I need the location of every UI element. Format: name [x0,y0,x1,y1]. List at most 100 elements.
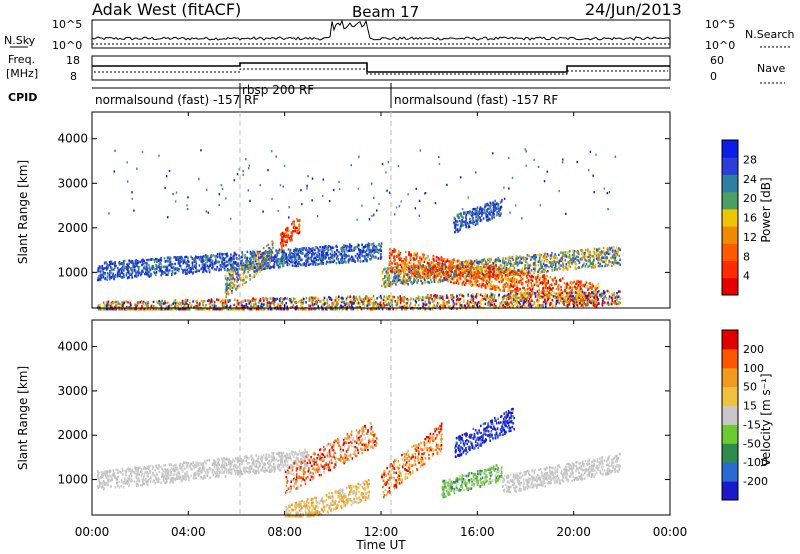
echo-cell [240,260,242,263]
echo-cell [529,272,531,275]
echo-cell [120,262,122,265]
echo-cell [243,271,245,275]
echo-cell [396,262,399,265]
echo-cell [223,258,225,261]
echo-cell [194,257,196,261]
echo-cell [468,282,470,285]
echo-cell [542,303,544,306]
echo-cell [331,260,334,264]
echo-cell [114,275,117,278]
echo-cell [316,303,319,306]
echo-cell [457,228,459,231]
echo-cell [453,221,455,224]
echo-cell [579,258,582,261]
echo-cell [336,257,339,261]
echo-cell [533,267,535,270]
echo-cell [162,265,165,269]
echo-cell [514,273,516,276]
echo-cell [589,286,591,289]
echo-cell [263,264,265,267]
echo-cell [493,275,496,278]
echo-cell [575,291,578,295]
echo-cell [145,271,147,274]
echo-cell [232,277,235,280]
echo-cell [222,252,225,256]
echo-cell [388,261,391,264]
echo-cell [456,214,459,217]
echo-cell [340,258,342,261]
echo-cell [348,303,350,307]
echo-cell [565,292,568,295]
echo-cell [489,264,492,268]
echo-cell [424,269,427,273]
echo-cell [413,264,415,267]
echo-cell [346,254,349,258]
echo-cell [434,268,436,272]
echo-cell [238,254,240,257]
echo-cell [501,259,504,262]
echo-cell [466,262,468,265]
echo-cell [285,240,287,243]
echo-cell [225,283,227,286]
echo-cell [241,268,243,271]
echo-cell [530,269,533,272]
echo-cell [325,256,327,259]
echo-cell [387,283,390,286]
echo-cell [117,273,119,276]
echo-cell [236,279,238,282]
echo-cell [478,262,480,265]
echo-cell [131,264,134,268]
echo-cell [281,239,283,243]
echo-cell [579,285,582,289]
echo-cell [499,273,501,276]
echo-cell [425,303,428,306]
echo-cell [500,271,502,274]
echo-cell [220,299,223,302]
echo-cell [514,284,516,287]
echo-cell [491,263,493,267]
echo-cell [404,297,406,300]
echo-cell [244,268,247,271]
echo-cell [547,279,550,283]
echo-cell [367,242,370,245]
echo-cell [298,248,300,251]
echo-cell [405,269,407,273]
echo-cell [148,275,151,278]
echo-cell [490,203,493,206]
echo-cell [351,249,354,252]
echo-cell [475,261,478,264]
echo-cell [555,282,557,286]
echo-cell [126,263,128,266]
echo-cell [451,270,454,274]
echo-cell [262,254,265,258]
echo-cell [334,253,336,257]
echo-cell [505,274,507,277]
echo-cell [597,258,599,262]
echo-cell [441,257,444,260]
echo-cell [596,286,598,290]
echo-cell [254,255,256,259]
echo-cell [521,277,524,281]
echo-cell [459,271,462,274]
echo-cell [326,298,328,301]
echo-cell [446,267,448,271]
echo-cell [525,270,528,273]
echo-cell [478,300,481,304]
echo-cell [475,283,478,286]
echo-cell [537,284,540,288]
echo-cell [342,248,345,251]
echo-cell [248,268,251,272]
echo-cell [424,257,426,260]
echo-cell [587,255,589,259]
echo-cell [464,277,466,280]
echo-cell [231,268,233,271]
echo-cell [461,268,463,271]
echo-cell [478,209,481,213]
echo-cell [426,261,429,264]
echo-cell [336,249,338,252]
echo-cell [465,279,468,282]
echo-cell [578,281,581,284]
echo-cell [469,271,471,274]
echo-cell [544,286,547,290]
echo-cell [298,219,301,223]
